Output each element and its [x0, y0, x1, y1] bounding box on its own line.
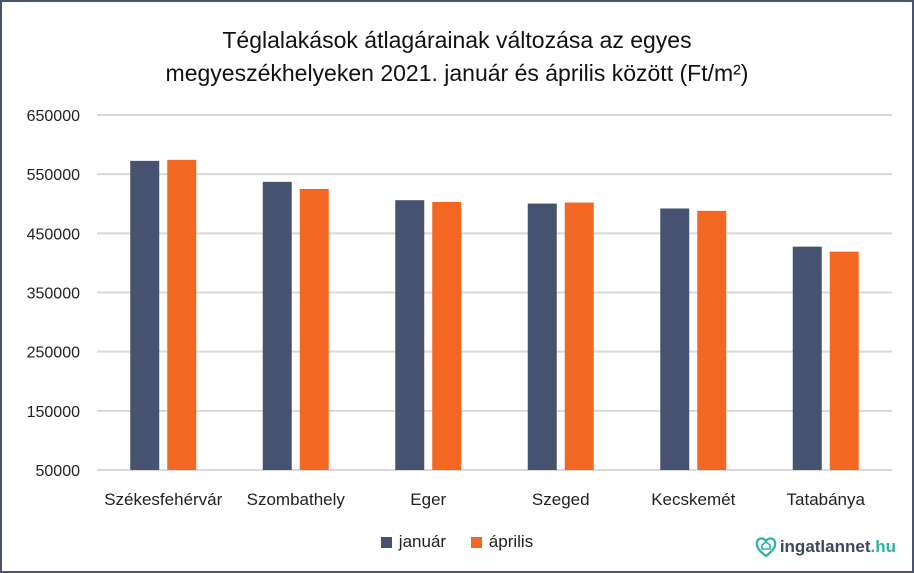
ingatlannet-logo: ingatlannet .hu: [755, 536, 896, 558]
bar-april: [829, 251, 859, 470]
bar-january: [527, 203, 557, 470]
bar-january: [660, 208, 690, 470]
bar-january: [395, 200, 425, 470]
bar-april: [564, 202, 594, 471]
y-tick-label: 350000: [27, 286, 80, 303]
x-tick-label: Szeged: [532, 490, 590, 509]
y-tick-label: 450000: [27, 226, 80, 243]
heart-house-icon: [755, 537, 777, 558]
x-tick-label: Székesfehérvár: [104, 490, 222, 509]
y-tick-label: 150000: [27, 404, 80, 421]
y-tick-label: 50000: [36, 463, 81, 480]
y-tick-label: 650000: [27, 108, 80, 125]
x-tick-label: Szombathely: [247, 490, 346, 509]
bar-april: [299, 188, 329, 471]
legend-swatch: [380, 536, 392, 548]
legend-swatch: [470, 536, 482, 548]
bar-january: [130, 160, 160, 470]
bar-april: [432, 201, 462, 470]
legend: január április: [2, 532, 912, 553]
title-line-2: megyeszékhelyeken 2021. január és áprili…: [165, 60, 749, 86]
legend-label: április: [488, 532, 534, 551]
legend-item-april: április: [470, 532, 534, 552]
bar-january: [792, 246, 822, 470]
bar-january: [262, 181, 292, 470]
x-tick-label: Kecskemét: [651, 490, 735, 509]
y-tick-label: 250000: [27, 345, 80, 362]
bar-april: [697, 210, 727, 470]
chart-title: Téglalakások átlagárainak változása az e…: [2, 24, 912, 90]
x-tick-label: Eger: [410, 490, 446, 509]
logo-text: ingatlannet: [779, 537, 871, 556]
bar-april: [167, 159, 197, 470]
logo-suffix: .hu: [870, 537, 897, 556]
legend-label: január: [398, 532, 447, 551]
legend-item-january: január: [380, 532, 447, 552]
x-tick-label: Tatabánya: [787, 490, 866, 509]
y-tick-label: 550000: [27, 167, 80, 184]
title-line-1: Téglalakások átlagárainak változása az e…: [222, 27, 692, 53]
